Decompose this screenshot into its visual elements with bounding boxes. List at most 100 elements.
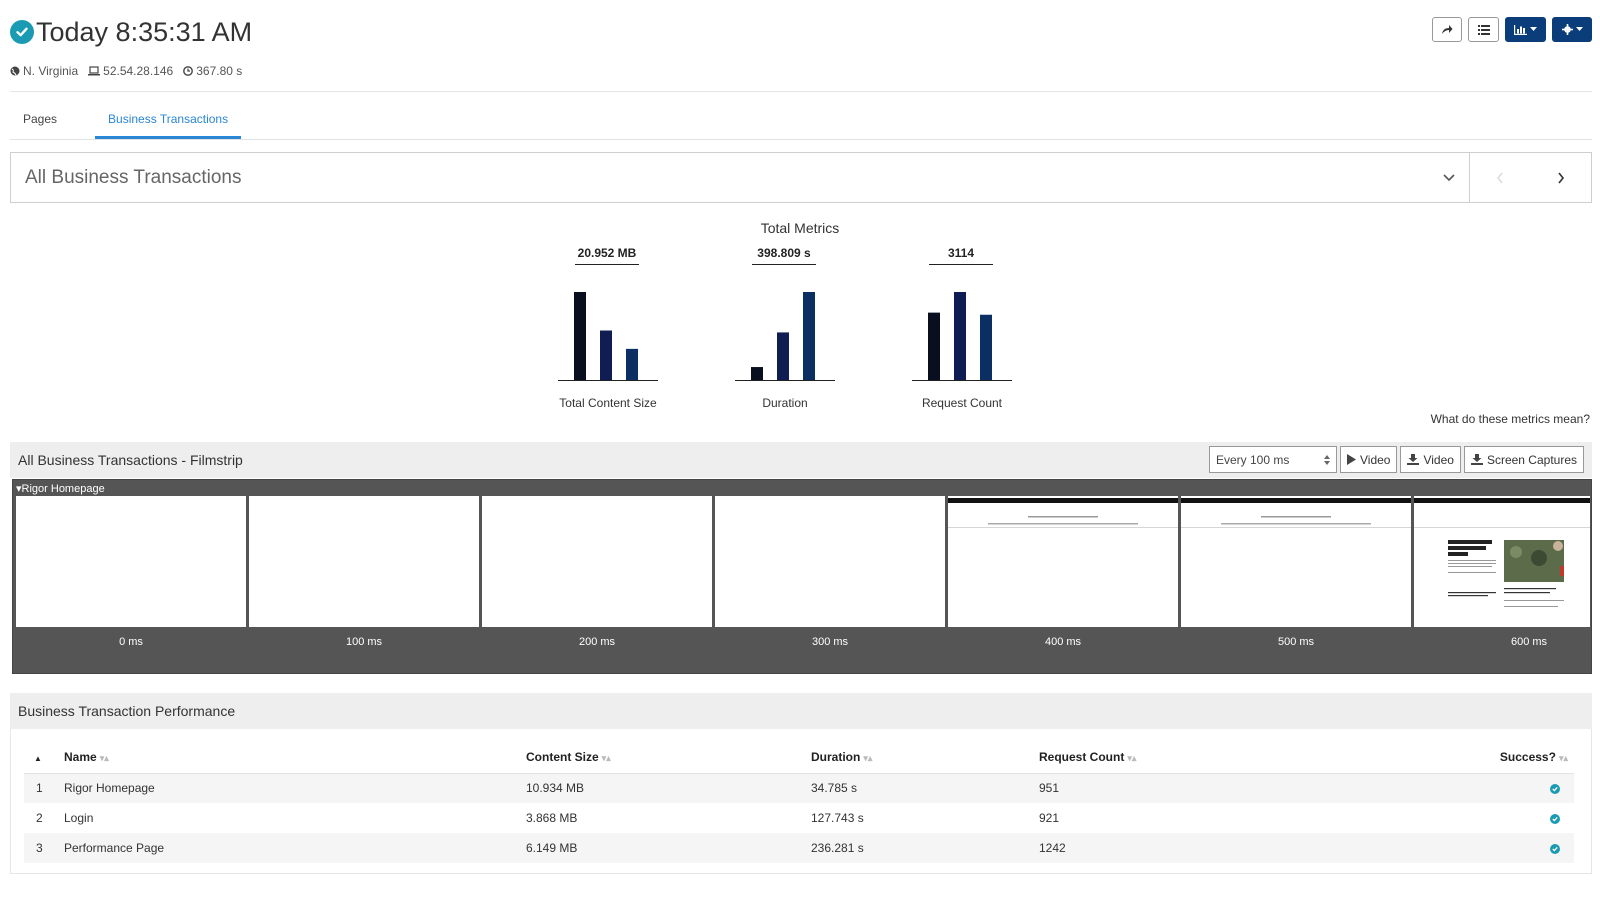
performance-panel: ▲ Name ▾▴ Content Size ▾▴ Duration ▾▴ Reque… (10, 729, 1592, 874)
screen-captures-label: Screen Captures (1486, 452, 1577, 467)
frame-time: 600 ms (1510, 636, 1548, 648)
performance-title: Business Transaction Performance (18, 703, 236, 719)
row-request-count: 1242 (1039, 833, 1474, 863)
sort-icon: ▾▴ (1127, 752, 1137, 763)
tab-pages[interactable]: Pages (23, 112, 58, 126)
chevron-right-icon[interactable] (1557, 172, 1565, 184)
sort-icon: ▾▴ (601, 752, 611, 763)
location-meta: N. Virginia (10, 64, 78, 78)
row-name: Rigor Homepage (64, 773, 526, 803)
page-thumbnail (948, 498, 1178, 528)
share-button[interactable] (1432, 17, 1462, 42)
filmstrip-controls: Every 100 ms Video Video Screen Captures (1208, 446, 1584, 473)
transaction-dropdown-value: All Business Transactions (25, 166, 242, 188)
column-header-duration[interactable]: Duration ▾▴ (811, 741, 1039, 774)
metric-value: 3114 (929, 246, 993, 265)
interval-select[interactable]: Every 100 ms (1208, 446, 1337, 473)
metric-duration: 398.809 s (734, 246, 834, 265)
duration-meta: 367.80 s (183, 64, 242, 78)
frame-time: 0 ms (119, 636, 143, 648)
column-header-name[interactable]: Name ▾▴ (64, 741, 526, 774)
run-header: Today 8:35:31 AM N. Virginia 52.54.28.14… (10, 14, 1592, 92)
performance-table: ▲ Name ▾▴ Content Size ▾▴ Duration ▾▴ Reque… (24, 741, 1574, 863)
frame-time: 500 ms (1277, 636, 1315, 648)
row-name: Performance Page (64, 833, 526, 863)
filmstrip-frame[interactable] (1181, 496, 1411, 627)
metric-bar (600, 330, 612, 380)
metric-bar (574, 292, 586, 380)
row-request-count: 951 (1039, 773, 1474, 803)
index-sort-header[interactable]: ▲ (24, 741, 64, 774)
ip-text: 52.54.28.146 (103, 64, 174, 78)
list-view-button[interactable] (1468, 17, 1499, 42)
chevron-left-icon[interactable] (1496, 172, 1504, 184)
gear-icon (1561, 24, 1573, 35)
row-success (1474, 803, 1574, 833)
table-row[interactable]: 1 Rigor Homepage 10.934 MB 34.785 s 951 (24, 773, 1574, 803)
filmstrip-group-label: Rigor Homepage (21, 483, 105, 495)
transaction-dropdown[interactable]: All Business Transactions (11, 153, 1469, 202)
chart-dropdown-button[interactable] (1505, 17, 1546, 42)
caret-down-icon (1530, 27, 1537, 31)
column-header-content-size[interactable]: Content Size ▾▴ (526, 741, 811, 774)
request-count-chart (912, 292, 1012, 381)
play-video-label: Video (1359, 452, 1391, 467)
filmstrip-frame[interactable] (249, 496, 479, 627)
column-header-request-count[interactable]: Request Count ▾▴ (1039, 741, 1474, 774)
filmstrip-frame[interactable] (482, 496, 712, 627)
screen-captures-button[interactable]: Screen Captures (1463, 446, 1584, 473)
location-text: N. Virginia (23, 64, 79, 78)
row-request-count: 921 (1039, 811, 1060, 825)
globe-icon (10, 66, 20, 76)
page-thumbnail (1181, 498, 1411, 528)
frame-time: 300 ms (811, 636, 849, 648)
transaction-pager (1469, 153, 1591, 202)
download-video-button[interactable]: Video (1400, 446, 1461, 473)
frame-time: 200 ms (578, 636, 616, 648)
filmstrip-frame[interactable] (16, 496, 246, 627)
share-icon (1442, 25, 1453, 34)
clock-icon (183, 66, 194, 76)
metric-bar (626, 348, 638, 380)
row-content-size: 6.149 MB (526, 833, 811, 863)
tab-business-transactions[interactable]: Business Transactions (95, 104, 242, 139)
filmstrip-frame[interactable] (948, 496, 1178, 627)
filmstrip-frame[interactable] (1414, 496, 1590, 627)
row-duration: 34.785 s (811, 773, 1039, 803)
play-video-button[interactable]: Video (1339, 446, 1398, 473)
sort-asc-icon: ▲ (34, 753, 42, 763)
success-check-icon (1550, 814, 1560, 824)
row-content-size: 3.868 MB (526, 811, 578, 825)
metric-content-size: 20.952 MB (557, 246, 657, 265)
filmstrip-group[interactable]: ▾Rigor Homepage (16, 482, 105, 495)
column-header-success[interactable]: Success? ▾▴ (1474, 741, 1574, 774)
chart-label: Request Count (921, 396, 1003, 410)
row-index: 2 (36, 811, 43, 825)
sort-icon: ▾▴ (1558, 752, 1568, 763)
column-label: Content Size (526, 749, 599, 764)
caret-down-icon (1575, 27, 1583, 31)
filmstrip-header: All Business Transactions - Filmstrip Ev… (10, 442, 1592, 478)
metric-bar (928, 312, 940, 380)
page-thumbnail (1414, 498, 1590, 607)
metric-bar (980, 314, 992, 380)
column-label: Success? (1499, 749, 1556, 764)
settings-dropdown-button[interactable] (1552, 17, 1592, 42)
download-icon (1470, 454, 1483, 465)
table-row[interactable]: 3 Performance Page 6.149 MB 236.281 s 12… (24, 833, 1574, 863)
table-row[interactable]: 2 Login 3.868 MB 127.743 s 921 (24, 803, 1574, 833)
column-label: Name (64, 749, 97, 764)
row-content-size: 10.934 MB (526, 773, 811, 803)
download-video-label: Video (1423, 452, 1454, 467)
sort-icon: ▾▴ (99, 752, 109, 763)
metrics-help-link[interactable]: What do these metrics mean? (1430, 412, 1590, 426)
content-size-chart (558, 292, 658, 381)
download-icon (1407, 454, 1420, 465)
filmstrip-frame[interactable] (715, 496, 945, 627)
row-duration: 127.743 s (811, 811, 864, 825)
column-label: Duration (811, 749, 861, 764)
frame-time: 100 ms (345, 636, 383, 648)
interval-value: Every 100 ms (1215, 452, 1290, 467)
metric-value: 20.952 MB (575, 246, 639, 265)
bar-chart-icon (1514, 24, 1527, 35)
